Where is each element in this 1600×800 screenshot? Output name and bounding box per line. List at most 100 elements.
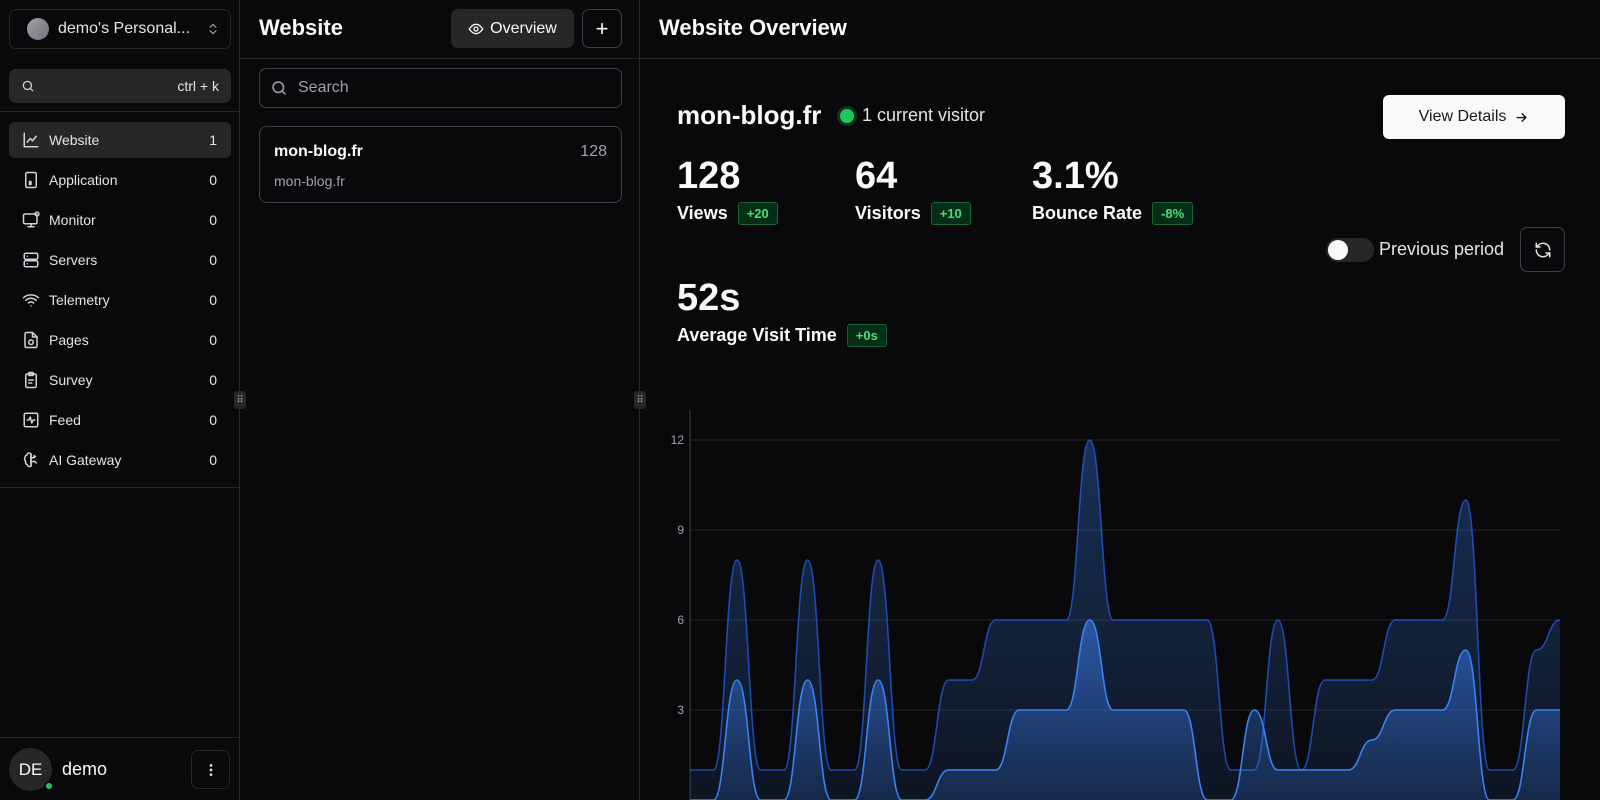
- page-title: Website Overview: [659, 15, 847, 40]
- stat-label: Average Visit Time: [677, 325, 837, 345]
- list-resize-handle[interactable]: ⠿: [634, 391, 646, 409]
- current-visitors: 1 current visitor: [840, 105, 985, 126]
- stat-label: Views: [677, 203, 728, 223]
- stat-change-badge: +0s: [846, 324, 887, 347]
- sidebar-item-count: 0: [209, 332, 217, 348]
- sidebar-item-count: 0: [209, 212, 217, 228]
- overview-button[interactable]: Overview: [451, 9, 574, 48]
- sidebar-item-servers[interactable]: Servers 0: [9, 242, 231, 278]
- stat-change-badge: +20: [737, 202, 778, 225]
- sidebar-item-pages[interactable]: Pages 0: [9, 322, 231, 358]
- wifi-icon: [22, 291, 40, 309]
- sidebar-item-label: Website: [49, 132, 100, 148]
- sidebar-item-count: 0: [209, 372, 217, 388]
- overview-panel: Website Overview mon-blog.fr 1 current v…: [640, 0, 1600, 800]
- stat-label: Bounce Rate: [1032, 203, 1143, 223]
- shortcut-hint: ctrl + k: [177, 78, 219, 94]
- user-name: demo: [62, 759, 108, 779]
- tablet-icon: [22, 171, 40, 189]
- live-indicator-dot: [840, 108, 854, 123]
- website-search: [259, 68, 622, 108]
- y-tick-label: 6: [677, 613, 684, 627]
- sidebar-resize-handle[interactable]: ⠿: [234, 391, 246, 409]
- stat-value: 52s: [677, 277, 741, 319]
- view-details-label: View Details: [1418, 108, 1507, 125]
- sidebar-item-label: Application: [49, 172, 118, 188]
- page-icon: [22, 331, 40, 349]
- sidebar: demo's Personal... ctrl + k Website 1 Ap…: [0, 0, 240, 800]
- arrow-right-icon: [1514, 110, 1529, 125]
- grip-icon: ⠿: [236, 394, 244, 406]
- sidebar-item-application[interactable]: Application 0: [9, 162, 231, 198]
- divider: [0, 111, 240, 112]
- sidebar-item-label: Feed: [49, 412, 81, 428]
- sidebar-item-label: Survey: [49, 372, 93, 388]
- sidebar-item-website[interactable]: Website 1: [9, 122, 231, 158]
- website-name: mon-blog.fr: [274, 143, 363, 160]
- stat-change-badge: -8%: [1152, 202, 1194, 225]
- stat-visitors: 64 Visitors +10: [855, 157, 971, 225]
- website-card[interactable]: mon-blog.fr 128 mon-blog.fr: [259, 126, 622, 203]
- line-chart-icon: [22, 131, 40, 149]
- sidebar-item-ai-gateway[interactable]: AI Gateway 0: [9, 442, 231, 478]
- stat-change-badge: +10: [930, 202, 971, 225]
- refresh-button[interactable]: [1520, 227, 1565, 272]
- eye-icon: [468, 21, 484, 37]
- command-search[interactable]: ctrl + k: [9, 69, 231, 103]
- workspace-switcher[interactable]: demo's Personal...: [9, 9, 231, 49]
- stat-bounce-rate: 3.1% Bounce Rate -8%: [1032, 155, 1194, 225]
- sidebar-nav: Website 1 Application 0 Monitor 0 Server…: [9, 122, 231, 482]
- site-title: mon-blog.fr: [677, 100, 822, 130]
- sidebar-item-label: Pages: [49, 332, 89, 348]
- stat-value: 64: [855, 155, 898, 197]
- panel-header: Website Overview +: [240, 0, 640, 59]
- sidebar-item-monitor[interactable]: Monitor 0: [9, 202, 231, 238]
- clipboard-icon: [22, 371, 40, 389]
- grip-icon: ⠿: [636, 394, 644, 406]
- stat-views: 128 Views +20: [677, 157, 778, 225]
- website-view-count: 128: [580, 143, 607, 160]
- panel-header: Website Overview: [640, 0, 1600, 59]
- sidebar-item-feed[interactable]: Feed 0: [9, 402, 231, 438]
- search-input[interactable]: [298, 79, 598, 97]
- server-icon: [22, 251, 40, 269]
- stat-label: Visitors: [855, 203, 921, 223]
- previous-period-toggle[interactable]: [1326, 238, 1374, 262]
- more-vertical-icon: [203, 762, 219, 778]
- sidebar-item-count: 0: [209, 172, 217, 188]
- view-details-button[interactable]: View Details: [1383, 95, 1565, 139]
- overview-label: Overview: [490, 19, 557, 37]
- previous-period-label: Previous period: [1379, 239, 1505, 259]
- sidebar-item-count: 0: [209, 412, 217, 428]
- sidebar-item-count: 0: [209, 292, 217, 308]
- series-line: [690, 439, 1561, 771]
- search-icon: [21, 79, 35, 93]
- online-status-dot: [44, 781, 54, 791]
- add-website-button[interactable]: +: [582, 9, 622, 48]
- stat-value: 3.1%: [1032, 155, 1119, 197]
- workspace-name: demo's Personal...: [58, 20, 190, 37]
- activity-icon: [22, 411, 40, 429]
- website-domain: mon-blog.fr: [274, 173, 345, 189]
- panel-title: Website: [259, 15, 343, 40]
- sidebar-item-telemetry[interactable]: Telemetry 0: [9, 282, 231, 318]
- brain-icon: [22, 451, 40, 469]
- series-line: [689, 619, 1560, 800]
- sidebar-item-label: AI Gateway: [49, 452, 122, 468]
- search-icon: [270, 79, 288, 97]
- stat-average-visit-time: 52s Average Visit Time +0s: [677, 279, 887, 347]
- sidebar-item-survey[interactable]: Survey 0: [9, 362, 231, 398]
- user-menu-button[interactable]: [191, 750, 230, 789]
- traffic-chart: 3 6 9 12: [671, 410, 1561, 800]
- user-bar: DE demo: [0, 737, 240, 800]
- refresh-icon: [1534, 241, 1552, 259]
- workspace-avatar: [27, 18, 49, 40]
- current-visitors-label: 1 current visitor: [862, 105, 986, 125]
- sidebar-item-count: 0: [209, 252, 217, 268]
- sidebar-item-label: Telemetry: [49, 292, 110, 308]
- sidebar-item-count: 1: [209, 132, 217, 148]
- chevrons-up-down-icon: [206, 22, 220, 36]
- sidebar-item-label: Monitor: [49, 212, 96, 228]
- plus-icon: +: [595, 15, 609, 41]
- toggle-knob: [1328, 240, 1348, 260]
